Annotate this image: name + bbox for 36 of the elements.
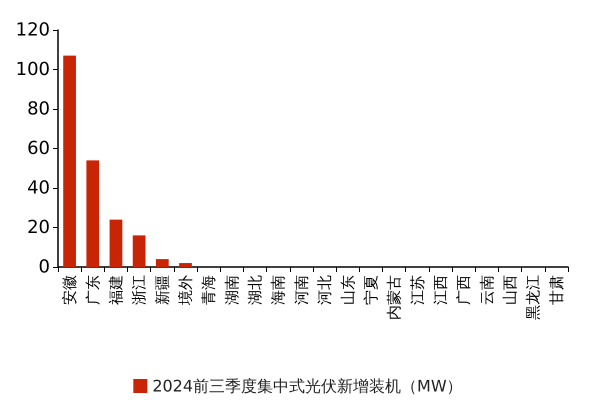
x-tick-label: 山东 <box>338 275 357 305</box>
y-tick-label: 100 <box>16 59 50 80</box>
x-tick-label: 湖南 <box>222 275 241 305</box>
x-tick-label: 广西 <box>454 275 473 305</box>
x-tick-label: 江苏 <box>408 275 426 305</box>
bar <box>110 220 122 267</box>
y-tick-label: 0 <box>38 256 50 278</box>
y-tick-label: 120 <box>16 20 50 40</box>
x-tick-label: 内蒙古 <box>385 275 404 320</box>
x-tick-label: 新疆 <box>153 275 172 305</box>
x-tick-label: 江西 <box>432 275 450 305</box>
x-tick-label: 河南 <box>292 275 310 305</box>
x-tick-label: 海南 <box>269 275 288 305</box>
bar <box>179 263 192 267</box>
x-tick-label: 境外 <box>176 275 194 306</box>
y-tick-label: 40 <box>27 178 50 198</box>
y-tick-label: 20 <box>27 217 50 238</box>
x-tick-label: 甘肃 <box>547 275 566 305</box>
bar <box>132 235 146 267</box>
bar <box>156 259 169 267</box>
x-tick-label: 山西 <box>501 275 520 305</box>
x-tick-label: 浙江 <box>130 275 148 305</box>
bar <box>86 160 100 267</box>
y-tick-label: 60 <box>27 138 50 159</box>
x-tick-label: 广东 <box>84 275 102 305</box>
x-tick-label: 福建 <box>106 275 125 305</box>
bar <box>63 56 76 267</box>
x-tick-label: 黑龙江 <box>524 275 542 320</box>
y-tick-label: 80 <box>27 98 50 120</box>
x-tick-label: 青海 <box>200 275 218 305</box>
x-tick-label: 河北 <box>316 275 334 305</box>
legend-label: 2024前三季度集中式光伏新增装机（MW） <box>152 376 463 396</box>
x-tick-label: 安徽 <box>60 275 79 305</box>
x-tick-label: 湖北 <box>246 275 264 305</box>
x-tick-label: 云南 <box>478 275 496 305</box>
x-tick-label: 宁夏 <box>362 275 380 305</box>
